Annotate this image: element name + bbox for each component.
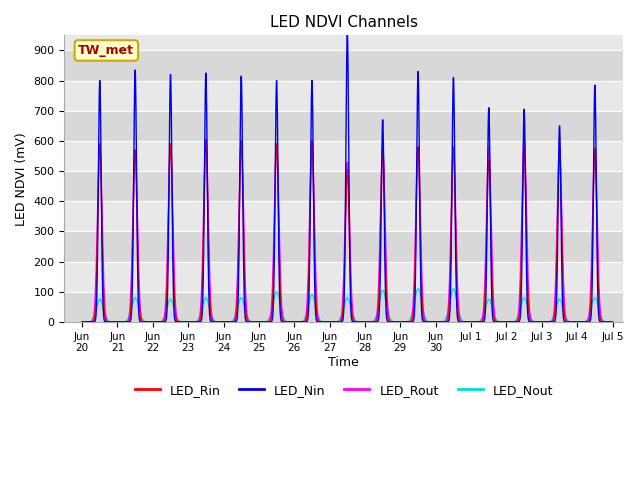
X-axis label: Time: Time xyxy=(328,356,359,369)
Bar xyxy=(65,171,623,201)
Bar xyxy=(65,292,623,322)
Bar xyxy=(65,81,623,111)
Title: LED NDVI Channels: LED NDVI Channels xyxy=(270,15,418,30)
Bar xyxy=(65,262,623,292)
Bar xyxy=(65,231,623,262)
Bar xyxy=(65,111,623,141)
Y-axis label: LED NDVI (mV): LED NDVI (mV) xyxy=(15,132,28,226)
Legend: LED_Rin, LED_Nin, LED_Rout, LED_Nout: LED_Rin, LED_Nin, LED_Rout, LED_Nout xyxy=(129,379,558,402)
Text: TW_met: TW_met xyxy=(78,44,134,57)
Bar xyxy=(65,50,623,81)
Bar xyxy=(65,141,623,171)
Bar xyxy=(65,201,623,231)
